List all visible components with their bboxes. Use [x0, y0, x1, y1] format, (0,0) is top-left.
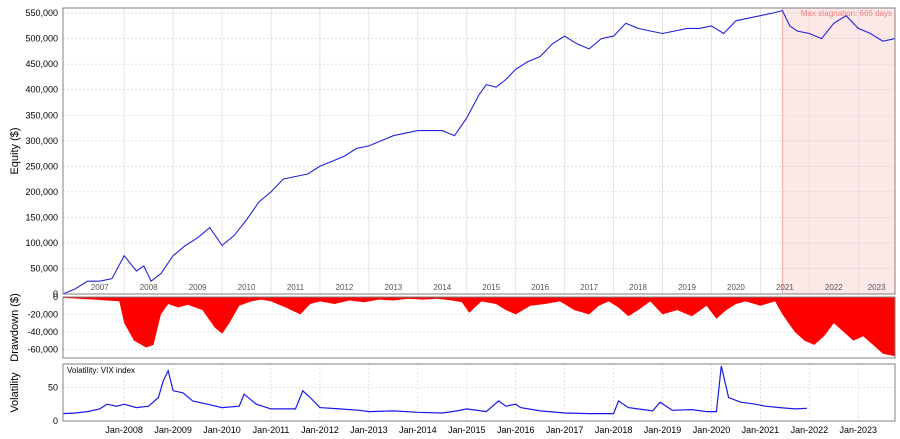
- drawdown-area: [63, 297, 895, 357]
- equity-y-tick: 50,000: [30, 263, 58, 273]
- year-label: 2020: [727, 283, 745, 292]
- equity-y-tick: 350,000: [25, 110, 58, 120]
- year-label: 2011: [287, 283, 305, 292]
- x-tick: Jan-2013: [350, 425, 388, 435]
- equity-y-tick: 200,000: [25, 187, 58, 197]
- x-tick: Jan-2010: [203, 425, 241, 435]
- volatility-line: [62, 365, 807, 415]
- drawdown-panel: 0 -20,000 -40,000 -60,000 Drawdown ($): [9, 292, 896, 362]
- drawdown-y-tick: 0: [53, 292, 58, 302]
- x-tick: Jan-2014: [399, 425, 437, 435]
- x-tick: Jan-2017: [546, 425, 584, 435]
- stagnation-shade: [782, 8, 895, 294]
- drawdown-y-tick: -40,000: [27, 327, 58, 337]
- volatility-legend: Volatility: VIX index: [67, 366, 135, 375]
- x-tick: Jan-2008: [105, 425, 143, 435]
- year-label: 2016: [531, 283, 549, 292]
- year-label: 2008: [140, 283, 158, 292]
- equity-y-tick-labels: 0 50,000 100,000 150,000 200,000 250,000 300,0…: [25, 8, 58, 299]
- drawdown-y-tick: -60,000: [27, 344, 58, 354]
- year-label: 2021: [776, 283, 794, 292]
- year-label: 2012: [336, 283, 354, 292]
- year-label: 2014: [433, 283, 451, 292]
- year-label: 2018: [629, 283, 647, 292]
- stagnation-annotation: Max stagnation: 666 days: [801, 9, 892, 18]
- drawdown-frame: [62, 296, 896, 359]
- year-label: 2015: [482, 283, 500, 292]
- equity-year-separators: [123, 8, 859, 294]
- x-tick: Jan-2015: [448, 425, 486, 435]
- year-label: 2023: [868, 283, 886, 292]
- year-label: 2013: [384, 283, 402, 292]
- volatility-axis-label: Volatility: [9, 372, 21, 413]
- equity-y-tick: 300,000: [25, 136, 58, 146]
- x-tick-labels: Jan-2008 Jan-2009 Jan-2010 Jan-2011 Jan-2012…: [105, 425, 877, 435]
- x-tick: Jan-2022: [791, 425, 829, 435]
- year-label: 2007: [91, 283, 109, 292]
- equity-grid: [63, 12, 895, 295]
- equity-axis-label: Equity ($): [9, 127, 21, 174]
- equity-y-tick: 400,000: [25, 85, 58, 95]
- x-tick: Jan-2009: [154, 425, 192, 435]
- x-tick: Jan-2020: [693, 425, 731, 435]
- equity-panel: 0 50,000 100,000 150,000 200,000 250,000 300,0…: [9, 7, 896, 299]
- volatility-frame: [62, 363, 896, 422]
- equity-y-tick: 0: [53, 289, 58, 299]
- x-tick: Jan-2011: [253, 425, 290, 435]
- equity-y-tick: 550,000: [25, 8, 58, 18]
- year-label: 2022: [825, 283, 843, 292]
- equity-y-tick: 100,000: [25, 238, 58, 248]
- volatility-y-tick: 0: [53, 416, 58, 426]
- x-tick: Jan-2021: [742, 425, 780, 435]
- drawdown-y-tick-labels: 0 -20,000 -40,000 -60,000: [27, 292, 58, 354]
- year-label: 2019: [678, 283, 696, 292]
- x-tick: Jan-2016: [497, 425, 535, 435]
- volatility-y-tick-labels: 0 50: [48, 382, 58, 426]
- volatility-panel: 050 Jan-2008 Jan-2009 Jan-2010 Jan-2011 Jan-…: [9, 363, 896, 435]
- year-label: 2017: [580, 283, 598, 292]
- x-tick: Jan-2023: [840, 425, 878, 435]
- x-tick: Jan-2012: [301, 425, 339, 435]
- equity-y-tick: 150,000: [25, 212, 58, 222]
- volatility-y-tick: 50: [48, 382, 58, 392]
- x-tick: Jan-2018: [595, 425, 633, 435]
- x-tick: Jan-2019: [644, 425, 682, 435]
- year-label: 2010: [238, 283, 256, 292]
- year-label: 2009: [189, 283, 207, 292]
- equity-y-tick: 250,000: [25, 161, 58, 171]
- drawdown-y-tick: -20,000: [27, 309, 58, 319]
- equity-y-tick: 500,000: [25, 34, 58, 44]
- equity-frame: [62, 7, 896, 295]
- equity-year-labels: 2007 2008 2009 2010 2011 2012 2013 2014 2015 2016…: [91, 283, 886, 292]
- equity-y-tick: 450,000: [25, 59, 58, 69]
- equity-line: [62, 9, 896, 295]
- drawdown-axis-label: Drawdown ($): [9, 293, 21, 361]
